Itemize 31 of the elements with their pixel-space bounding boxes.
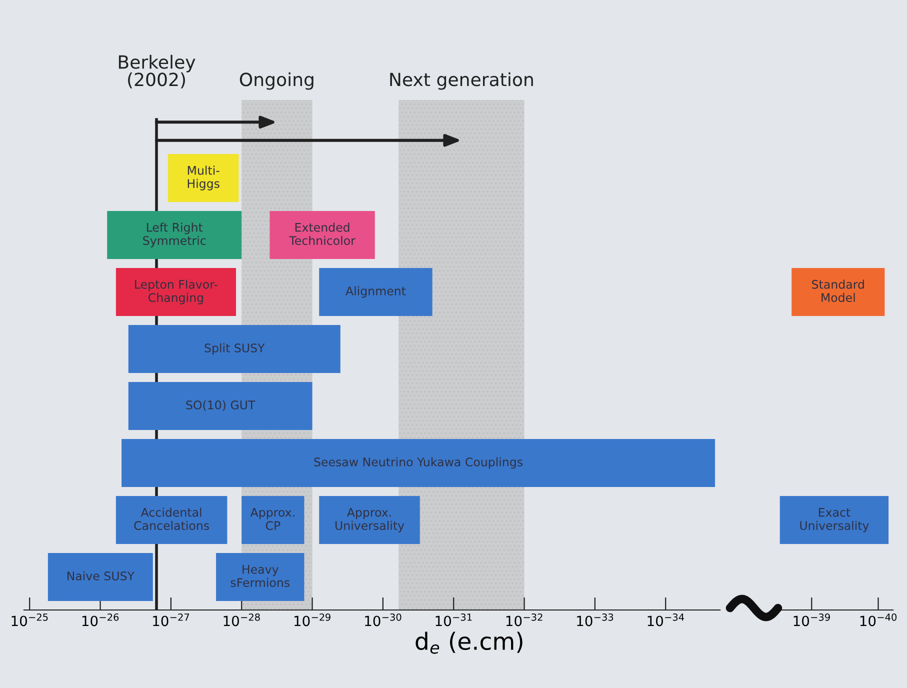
series-label: Approx. CP bbox=[250, 508, 294, 530]
series-label: Exact Universality bbox=[800, 508, 869, 532]
band-label: Ongoing bbox=[240, 72, 314, 90]
series-label: Accidental Cancelations bbox=[134, 508, 209, 530]
x-tick-label: 10$^{−26}$ bbox=[82, 613, 119, 626]
x-tick-label: 10$^{−25}$ bbox=[12, 613, 48, 626]
series-label: Seesaw Neutrino Yukawa Couplings bbox=[314, 457, 522, 469]
x-tick-label: 10$^{−28}$ bbox=[224, 613, 260, 626]
x-tick-label: 10$^{−29}$ bbox=[294, 613, 330, 626]
x-tick-label: 10$^{−27}$ bbox=[153, 613, 190, 626]
x-tick-label: 10$^{−32}$ bbox=[506, 613, 542, 626]
x-tick-label: 10$^{−34}$ bbox=[648, 613, 684, 626]
series-label: Left Right Symmetric bbox=[143, 222, 206, 248]
x-tick-label: 10$^{−31}$ bbox=[436, 613, 472, 626]
ref-line-label: Berkeley (2002) bbox=[118, 54, 196, 88]
series-label: Standard Model bbox=[812, 280, 864, 302]
series-label: Naive SUSY bbox=[67, 571, 135, 580]
series-label: Extended Technicolor bbox=[289, 222, 356, 246]
band-label: Next generation bbox=[390, 72, 533, 90]
x-tick-label: 10$^{−40}$ bbox=[860, 613, 897, 626]
series-label: Heavy sFermions bbox=[230, 565, 290, 588]
series-label: Approx. Universality bbox=[336, 508, 404, 532]
x-axis-title: d$_{e}$ (e.cm) bbox=[416, 632, 522, 654]
series-label: Lepton Flavor- Changing bbox=[135, 280, 218, 304]
series-label: SO(10) GUT bbox=[186, 400, 256, 411]
x-tick-label: 10$^{−33}$ bbox=[577, 613, 614, 626]
series-label: Multi- Higgs bbox=[188, 166, 220, 190]
series-label: Split SUSY bbox=[204, 343, 265, 355]
x-tick-label: 10$^{−30}$ bbox=[365, 613, 402, 626]
series-label: Alignment bbox=[346, 286, 406, 298]
x-tick-label: 10$^{−39}$ bbox=[794, 613, 830, 626]
